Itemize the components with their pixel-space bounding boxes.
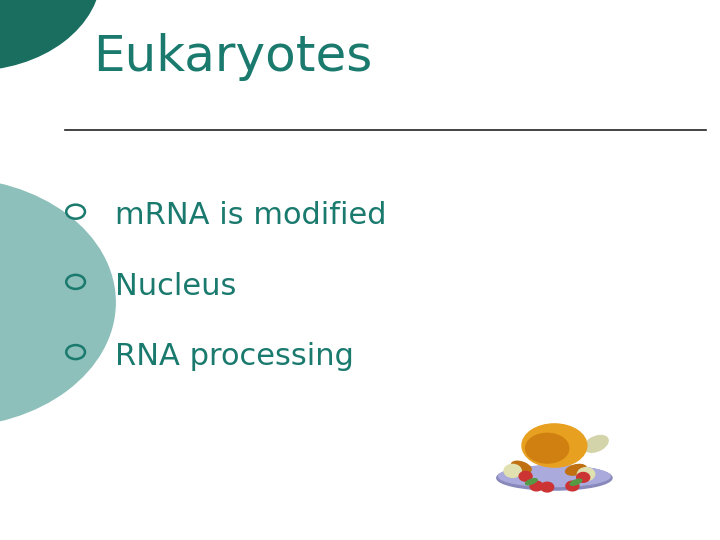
Ellipse shape	[566, 464, 586, 475]
Text: RNA processing: RNA processing	[115, 342, 354, 371]
Text: Eukaryotes: Eukaryotes	[94, 33, 373, 81]
Ellipse shape	[584, 435, 608, 453]
Circle shape	[577, 468, 595, 481]
Ellipse shape	[570, 479, 582, 485]
Text: mRNA is modified: mRNA is modified	[115, 201, 387, 231]
Circle shape	[519, 471, 532, 481]
Ellipse shape	[498, 466, 610, 487]
Circle shape	[0, 178, 115, 427]
Ellipse shape	[511, 461, 531, 473]
Circle shape	[577, 472, 590, 482]
Circle shape	[530, 481, 543, 491]
Circle shape	[541, 482, 554, 492]
Circle shape	[566, 481, 579, 491]
Circle shape	[0, 0, 101, 70]
Ellipse shape	[526, 433, 569, 463]
Ellipse shape	[497, 465, 612, 490]
Ellipse shape	[526, 478, 537, 485]
Circle shape	[504, 464, 521, 477]
Text: Nucleus: Nucleus	[115, 272, 237, 301]
Ellipse shape	[522, 424, 587, 467]
